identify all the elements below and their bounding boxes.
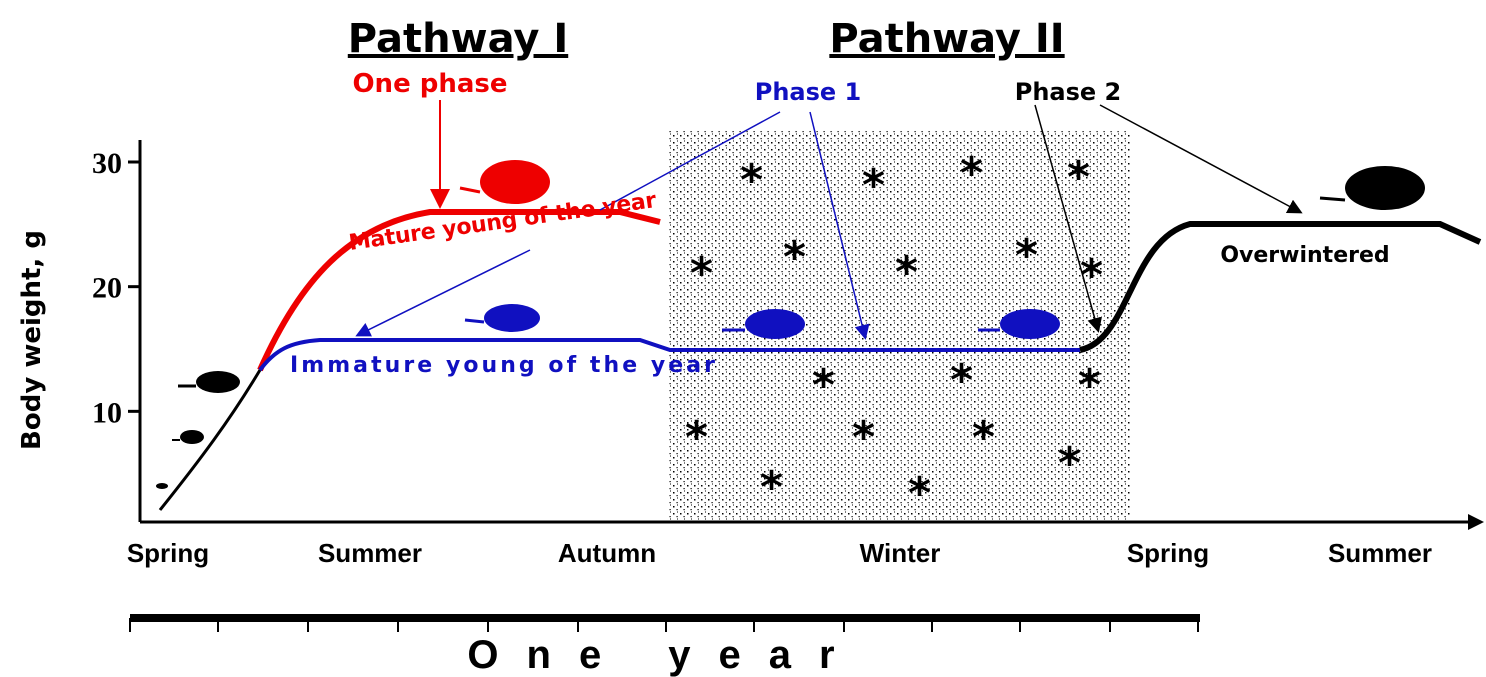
y-tick-label: 30 bbox=[92, 147, 122, 180]
svg-text:*: * bbox=[908, 468, 931, 519]
svg-text:*: * bbox=[960, 148, 983, 199]
phase-label: Phase 1 bbox=[755, 78, 862, 106]
svg-text:*: * bbox=[760, 462, 783, 513]
curve-label: Immature young of the year bbox=[290, 353, 715, 378]
season-label: Spring bbox=[127, 538, 209, 568]
svg-text:*: * bbox=[1067, 152, 1090, 203]
pathway-title: Pathway I bbox=[348, 16, 568, 62]
svg-text:*: * bbox=[812, 360, 835, 411]
mice bbox=[156, 160, 1425, 489]
arrow bbox=[599, 111, 781, 211]
juvenile-curve bbox=[158, 369, 262, 511]
svg-text:*: * bbox=[972, 412, 995, 463]
season-label: Spring bbox=[1127, 538, 1209, 568]
season-label: Winter bbox=[860, 538, 941, 568]
phase-label: One phase bbox=[352, 69, 507, 99]
mature-curve bbox=[257, 209, 661, 372]
overwintered-curve bbox=[1079, 221, 1482, 353]
season-label: Autumn bbox=[558, 538, 656, 568]
svg-text:*: * bbox=[950, 355, 973, 406]
arrow bbox=[1099, 104, 1303, 214]
pathway-title: Pathway II bbox=[829, 16, 1064, 62]
svg-text:*: * bbox=[690, 248, 713, 299]
timeline-label: One year bbox=[467, 633, 862, 677]
arrow bbox=[1034, 104, 1102, 333]
x-axis-arrow bbox=[1468, 514, 1484, 530]
season-label: Summer bbox=[318, 538, 422, 568]
arrow bbox=[809, 111, 870, 340]
svg-text:*: * bbox=[783, 232, 806, 283]
curve-label: Overwintered bbox=[1220, 243, 1389, 268]
timeline-ticks bbox=[129, 618, 1199, 632]
y-axis-label: Body weight, g bbox=[17, 230, 47, 450]
svg-text:*: * bbox=[862, 160, 885, 211]
svg-text:*: * bbox=[895, 247, 918, 298]
y-tick-label: 20 bbox=[92, 272, 122, 305]
svg-text:*: * bbox=[685, 412, 708, 463]
arrow bbox=[355, 249, 531, 337]
immature-curve bbox=[258, 338, 1080, 372]
y-tick-label: 10 bbox=[92, 396, 122, 429]
phase-label: Phase 2 bbox=[1015, 78, 1122, 106]
svg-text:*: * bbox=[1015, 230, 1038, 281]
svg-text:*: * bbox=[1058, 438, 1081, 489]
svg-text:*: * bbox=[740, 155, 763, 206]
season-label: Summer bbox=[1328, 538, 1432, 568]
svg-text:*: * bbox=[852, 412, 875, 463]
svg-text:*: * bbox=[1078, 360, 1101, 411]
